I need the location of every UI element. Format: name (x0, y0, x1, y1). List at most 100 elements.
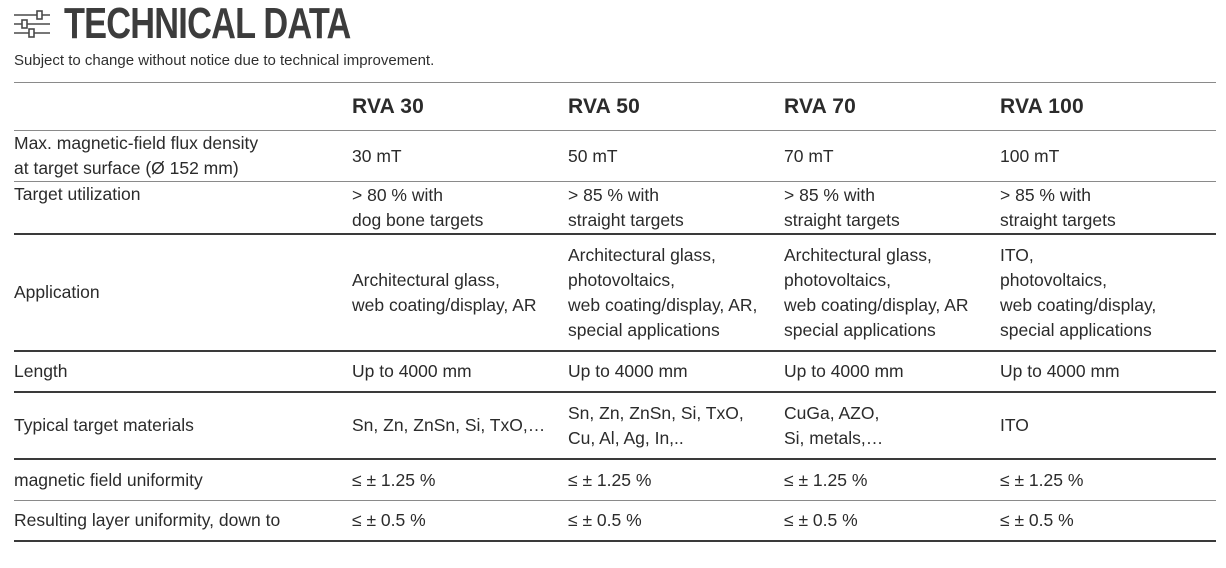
table-row: Max. magnetic-field flux density at targ… (14, 130, 1216, 182)
cell-line: CuGa, AZO, (784, 402, 880, 423)
table-row: Typical target materials Sn, Zn, ZnSn, S… (14, 392, 1216, 459)
table-cell: 50 mT (568, 131, 784, 182)
cell-line: photovoltaics, (784, 269, 892, 290)
table-header-row: RVA 30 RVA 50 RVA 70 RVA 100 (14, 82, 1216, 131)
cell-line: ITO (1000, 415, 1029, 435)
cell-line: Up to 4000 mm (1000, 361, 1120, 381)
table-cell: CuGa, AZO, Si, metals,… (784, 392, 1000, 459)
table-cell: ≤ ± 0.5 % (568, 501, 784, 542)
cell-line: ITO, (1000, 244, 1034, 265)
table-cell: > 85 % with straight targets (568, 182, 784, 235)
table-cell: ITO (1000, 392, 1216, 459)
cell-line: ≤ ± 0.5 % (1000, 510, 1074, 530)
column-header-label (14, 83, 352, 131)
table-cell: Up to 4000 mm (568, 351, 784, 392)
row-label: magnetic field uniformity (14, 459, 352, 501)
cell-line: ≤ ± 0.5 % (568, 510, 642, 530)
page-title: TECHNICAL DATA (64, 0, 351, 48)
cell-line: dog bone targets (352, 209, 484, 230)
table-cell: ≤ ± 1.25 % (784, 459, 1000, 501)
row-label-line: Application (14, 282, 100, 302)
cell-line: ≤ ± 0.5 % (784, 510, 858, 530)
page-subtitle: Subject to change without notice due to … (14, 52, 435, 69)
cell-line: Architectural glass, (568, 244, 716, 265)
cell-line: photovoltaics, (1000, 269, 1108, 290)
cell-line: 100 mT (1000, 145, 1060, 166)
table-row: Length Up to 4000 mm Up to 4000 mm Up to… (14, 351, 1216, 392)
cell-line: straight targets (784, 209, 900, 230)
row-label: Length (14, 351, 352, 392)
cell-line: web coating/display, AR (784, 294, 969, 315)
column-header-rva-50: RVA 50 (568, 94, 641, 118)
cell-line: > 80 % with (352, 184, 443, 205)
table-cell: Architectural glass, web coating/display… (352, 234, 568, 351)
column-header-rva-100: RVA 100 (1000, 94, 1084, 118)
column-header-rva-70: RVA 70 (784, 94, 857, 118)
row-label: Max. magnetic-field flux density at targ… (14, 131, 352, 182)
column-header-rva-30: RVA 30 (352, 94, 425, 118)
row-label: Typical target materials (14, 392, 352, 459)
cell-line: web coating/display, AR, (568, 294, 758, 315)
cell-line: ≤ ± 1.25 % (352, 469, 436, 490)
cell-line: ≤ ± 1.25 % (1000, 469, 1084, 490)
row-label-line: Length (14, 361, 68, 381)
table-cell: ≤ ± 0.5 % (352, 501, 568, 542)
row-label-line: Target utilization (14, 184, 141, 204)
sliders-icon (14, 9, 50, 39)
cell-line: > 85 % with (784, 184, 875, 205)
table-cell: > 80 % with dog bone targets (352, 182, 568, 235)
cell-line: Architectural glass, (784, 244, 932, 265)
cell-line: Architectural glass, (352, 269, 500, 290)
table-cell: Sn, Zn, ZnSn, Si, TxO, Cu, Al, Ag, In,.. (568, 392, 784, 459)
row-label-line: Resulting layer uniformity, down to (14, 510, 281, 530)
table-row: Application Architectural glass, web coa… (14, 234, 1216, 351)
cell-line: straight targets (1000, 209, 1116, 230)
table-cell: ≤ ± 1.25 % (352, 459, 568, 501)
table-cell: ≤ ± 0.5 % (784, 501, 1000, 542)
cell-line: > 85 % with (568, 184, 659, 205)
table-row: Target utilization > 80 % with dog bone … (14, 181, 1216, 235)
cell-line: Up to 4000 mm (352, 361, 472, 381)
table-cell: Up to 4000 mm (352, 351, 568, 392)
table-cell: 100 mT (1000, 131, 1216, 182)
cell-line: Up to 4000 mm (568, 361, 688, 381)
table-cell: ≤ ± 0.5 % (1000, 501, 1216, 542)
cell-line: > 85 % with (1000, 184, 1091, 205)
cell-line: 30 mT (352, 145, 402, 166)
cell-line: 70 mT (784, 145, 834, 166)
row-label-line: Typical target materials (14, 415, 194, 435)
row-label: Resulting layer uniformity, down to (14, 501, 352, 542)
cell-line: Si, metals,… (784, 427, 884, 448)
cell-line: ≤ ± 1.25 % (568, 469, 652, 490)
technical-data-table: RVA 30 RVA 50 RVA 70 RVA 100 Max. magnet… (14, 82, 1216, 542)
row-label: Target utilization (14, 182, 352, 235)
table-row: Resulting layer uniformity, down to ≤ ± … (14, 500, 1216, 542)
table-cell: Architectural glass, photovoltaics, web … (784, 234, 1000, 351)
cell-line: straight targets (568, 209, 684, 230)
cell-line: ≤ ± 1.25 % (784, 469, 868, 490)
cell-line: special applications (568, 319, 720, 340)
cell-line: Up to 4000 mm (784, 361, 904, 381)
cell-line: Sn, Zn, ZnSn, Si, TxO, (568, 402, 744, 423)
table-cell: Sn, Zn, ZnSn, Si, TxO,… (352, 392, 568, 459)
table-cell: Architectural glass, photovoltaics, web … (568, 234, 784, 351)
table-cell: > 85 % with straight targets (1000, 182, 1216, 235)
cell-line: Sn, Zn, ZnSn, Si, TxO,… (352, 415, 546, 435)
row-label-line: at target surface (Ø 152 mm) (14, 158, 239, 178)
table-cell: > 85 % with straight targets (784, 182, 1000, 235)
row-label-line: Max. magnetic-field flux density (14, 133, 259, 153)
cell-line: Cu, Al, Ag, In,.. (568, 427, 684, 448)
table-row: magnetic field uniformity ≤ ± 1.25 % ≤ ±… (14, 459, 1216, 501)
row-label-line: magnetic field uniformity (14, 469, 203, 490)
cell-line: web coating/display, (1000, 294, 1157, 315)
table-cell: ≤ ± 1.25 % (568, 459, 784, 501)
table-cell: Up to 4000 mm (1000, 351, 1216, 392)
table-cell: ≤ ± 1.25 % (1000, 459, 1216, 501)
cell-line: special applications (784, 319, 936, 340)
table-cell: Up to 4000 mm (784, 351, 1000, 392)
table-cell: 30 mT (352, 131, 568, 182)
cell-line: web coating/display, AR (352, 294, 537, 315)
page-header: TECHNICAL DATA (14, 0, 431, 48)
table-cell: 70 mT (784, 131, 1000, 182)
cell-line: photovoltaics, (568, 269, 676, 290)
